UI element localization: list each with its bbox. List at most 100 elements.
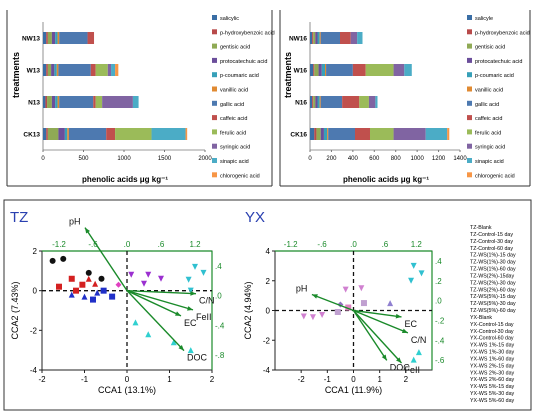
category-label: W13 (27, 68, 41, 75)
legend-label: sinapic acid (220, 159, 249, 165)
right-tick-label: .0 (435, 297, 442, 306)
bar-segment (51, 64, 55, 76)
x-tick-label: 1 (377, 375, 382, 384)
top-tick-label: 1.2 (189, 240, 201, 249)
vector-label: DOC (187, 353, 208, 363)
legend-label: syringic acid (220, 145, 250, 151)
vector-label: FeII (405, 365, 421, 375)
sample-legend-item: YX-WS 2%-15 day (470, 363, 515, 369)
vector-arrowhead (311, 294, 318, 299)
sample-legend-item: TZ-WS(2%)-60 day (470, 287, 516, 293)
bar-segment (47, 64, 52, 76)
legend-label: p-coumaric acid (220, 73, 259, 79)
x-tick-label: 0 (125, 375, 130, 384)
legend-label: gentisic acid (475, 45, 505, 51)
right-tick-label: .0 (215, 292, 222, 301)
bar-segment (359, 96, 369, 108)
x-tick-label: 2 (210, 375, 215, 384)
legend-swatch (212, 72, 217, 78)
scatter-point (415, 349, 422, 356)
env-vector (352, 310, 388, 361)
bar-segment (393, 64, 405, 76)
scatter-point (73, 287, 79, 294)
legend-swatch (212, 100, 217, 106)
scatter-point (132, 319, 139, 326)
x-tick-label: 1200 (432, 156, 446, 162)
bar-segment (43, 32, 47, 44)
sample-legend-item: YX-Control-15 day (470, 322, 514, 328)
legend-swatch (467, 86, 472, 92)
x-tick-label: 1000 (410, 156, 424, 162)
legend-swatch (212, 115, 217, 121)
vector-label: pH (69, 217, 81, 227)
x-axis-title: CCA1 (13.1%) (98, 385, 156, 395)
bar-segment (68, 128, 107, 140)
legend-swatch (467, 43, 472, 49)
scatter-point (141, 280, 147, 287)
vector-label: FeII (196, 312, 212, 322)
scatter-point (68, 291, 75, 298)
legend-label: gallic acid (475, 102, 499, 108)
bar-segment (46, 64, 48, 76)
legend-swatch (212, 15, 217, 20)
legend-swatch (467, 129, 472, 135)
bar-segment (310, 32, 313, 44)
bar-segment (315, 96, 318, 108)
bar-segment (342, 96, 360, 108)
bar-segment (350, 32, 358, 44)
legend-label: p-hydroxybenzoic acid (475, 30, 530, 36)
sample-legend-item: TZ-WS(5%)-15 day (470, 294, 516, 300)
legend-label: chlorogenic acid (475, 173, 515, 179)
right-tick-label: -.4 (435, 336, 445, 345)
sample-legend-item: TZ-Blank (470, 225, 492, 231)
bar-segment (314, 128, 317, 140)
bar-segment (47, 32, 52, 44)
bar-segment (404, 64, 412, 76)
sample-legend-item: YX-Control-30 day (470, 329, 514, 335)
bar-segment (111, 64, 116, 76)
scatter-point (309, 314, 316, 321)
bar-segment (47, 128, 59, 140)
x-tick-label: 200 (326, 156, 337, 162)
vector-label: EC (405, 319, 418, 329)
bar-segment (55, 96, 58, 108)
bar-segment (56, 64, 59, 76)
bar-segment (58, 64, 91, 76)
bar-segment (313, 96, 316, 108)
legend-swatch (212, 57, 217, 63)
env-vector (353, 309, 402, 318)
top-tick-label: -.6 (88, 240, 98, 249)
scatter-point (79, 281, 86, 288)
bar-segment (90, 64, 96, 76)
bar-segment (51, 32, 56, 44)
bar-segment (310, 96, 313, 108)
bar-segment (352, 64, 366, 76)
x-tick-label: 1500 (158, 156, 172, 162)
x-tick-label: 600 (369, 156, 380, 162)
bar-segment (310, 64, 314, 76)
scatter-point (145, 271, 152, 278)
scatter-point (300, 313, 307, 320)
bar-segment (132, 96, 139, 108)
scatter-point (187, 287, 194, 294)
top-tick-label: .6 (158, 240, 165, 249)
scatter-point (158, 275, 164, 282)
y-tick-label: -2 (30, 326, 38, 335)
bar-segment (321, 64, 325, 76)
bar-segment (106, 128, 116, 140)
sample-legend-item: YX-WS 1%-30 day (470, 350, 515, 356)
x-tick-label: 0 (41, 156, 45, 162)
x-axis-title: CCA1 (11.9%) (325, 385, 382, 395)
legend-left: salicylic p-hydroxybenzoic acid gentisic a… (212, 15, 275, 179)
bar-segment (46, 128, 48, 140)
bar-segment (316, 128, 321, 140)
bar-segment (57, 96, 60, 108)
x-tick-label: 0 (351, 375, 356, 384)
bar-segment (340, 32, 351, 44)
bar-segment (319, 96, 321, 108)
x-tick-label: 0 (308, 156, 312, 162)
scatter-point (115, 281, 122, 288)
sample-legend-item: TZ-WS(2%)-30 day (470, 280, 516, 286)
scatter-point (90, 296, 96, 303)
